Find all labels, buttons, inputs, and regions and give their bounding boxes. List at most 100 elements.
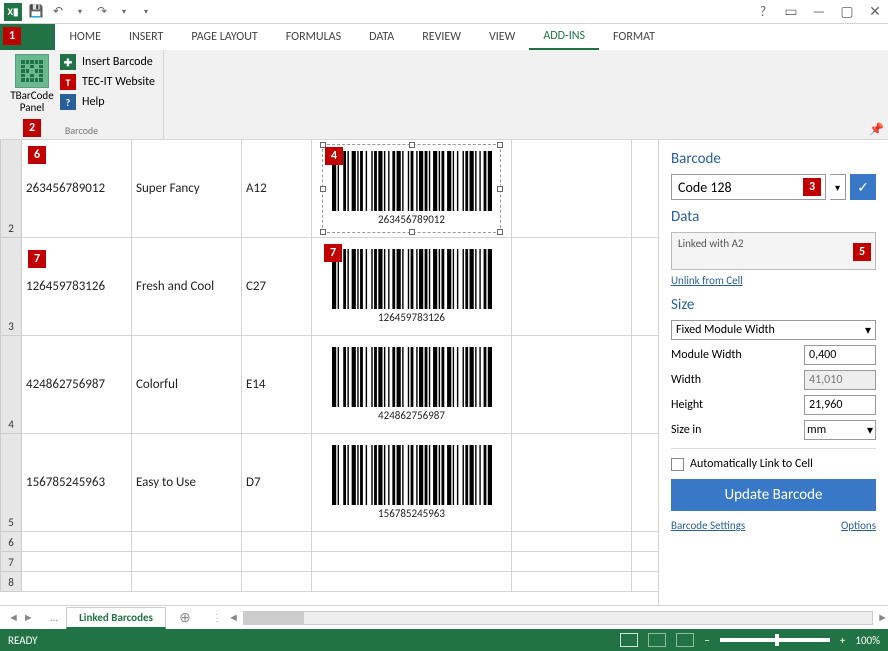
barcode-data-box[interactable]: Linked with A2 5 <box>671 232 876 270</box>
table-row: 156785245963Easy to UseD7156785245963 <box>22 434 658 532</box>
cell-b[interactable] <box>132 532 242 551</box>
cell-c[interactable] <box>242 552 312 571</box>
barcode-type-confirm-button[interactable]: ✓ <box>850 174 876 200</box>
cell-d[interactable] <box>312 532 512 551</box>
cell-c[interactable]: C27 <box>242 238 312 335</box>
barcode-type-dropdown-icon[interactable]: ▾ <box>830 174 846 200</box>
unlink-from-cell-link[interactable]: Unlink from Cell <box>671 274 743 287</box>
row-header[interactable]: 7 <box>0 552 22 572</box>
insert-tab[interactable]: INSERT <box>115 24 177 50</box>
barcode-settings-link[interactable]: Barcode Settings <box>671 519 745 532</box>
normal-view-button[interactable] <box>620 633 638 647</box>
addins-tab[interactable]: ADD-INS <box>529 24 599 50</box>
help-item-button[interactable]: ? Help <box>60 94 155 110</box>
cell-e[interactable] <box>512 336 632 433</box>
page-layout-view-button[interactable] <box>648 633 666 647</box>
cell-e[interactable] <box>512 552 632 571</box>
module-width-input[interactable] <box>804 345 876 365</box>
cell-a[interactable] <box>22 572 132 591</box>
tbarcode-panel-label: TBarCode Panel <box>8 90 56 114</box>
update-barcode-button[interactable]: Update Barcode <box>671 479 876 511</box>
view-tab[interactable]: VIEW <box>475 24 529 50</box>
cell-barcode[interactable]: 1264597831267 <box>312 238 512 335</box>
barcode-type-select[interactable]: Code 128 3 <box>671 174 826 200</box>
add-sheet-button[interactable]: ⊕ <box>174 607 196 629</box>
ribbon-display-options-button[interactable]: ▭ <box>782 3 800 20</box>
cell-e[interactable] <box>512 238 632 335</box>
data-tab[interactable]: DATA <box>355 24 408 50</box>
cell-barcode[interactable]: 424862756987 <box>312 336 512 433</box>
zoom-slider[interactable] <box>720 638 830 642</box>
zoom-in-button[interactable]: + <box>840 634 845 647</box>
auto-link-checkbox[interactable]: Automatically Link to Cell <box>671 457 876 471</box>
home-tab[interactable]: HOME <box>55 24 115 50</box>
row-header[interactable]: 8 <box>0 572 22 592</box>
options-link[interactable]: Options <box>841 519 876 532</box>
table-row <box>22 532 658 552</box>
format-tab[interactable]: FORMAT <box>599 24 669 50</box>
cell-e[interactable] <box>512 434 632 531</box>
barcode-object[interactable]: 2634567890124 <box>322 144 501 233</box>
spreadsheet[interactable]: 2345678 263456789012 Super FancyA12263456… <box>0 140 658 605</box>
marker-3: 3 <box>803 178 821 196</box>
barcode-label: 263456789012 <box>378 213 445 226</box>
cell-barcode[interactable]: 2634567890124 <box>312 140 512 237</box>
row-header[interactable]: 6 <box>0 532 22 552</box>
cell-a[interactable] <box>22 532 132 551</box>
cell-d[interactable] <box>312 572 512 591</box>
cell-a[interactable]: 424862756987 <box>22 336 132 433</box>
row-headers: 2345678 <box>0 140 22 592</box>
cell-c[interactable]: A12 <box>242 140 312 237</box>
cell-b[interactable]: Super Fancy <box>132 140 242 237</box>
height-input[interactable] <box>804 395 876 415</box>
collapse-ribbon-icon[interactable]: 📌 <box>869 122 884 137</box>
close-button[interactable]: ✕ <box>866 3 884 20</box>
cell-d[interactable] <box>312 552 512 571</box>
cell-b[interactable]: Easy to Use <box>132 434 242 531</box>
row-header[interactable]: 5 <box>0 434 22 532</box>
barcode-object[interactable]: 156785245963 <box>322 438 501 527</box>
row-header[interactable]: 2 <box>0 140 22 238</box>
qat-customize-icon[interactable]: ▾ <box>138 4 154 20</box>
size-in-select[interactable]: mm▾ <box>804 420 876 440</box>
undo-icon[interactable]: ↶ <box>50 4 66 20</box>
formulas-tab[interactable]: FORMULAS <box>272 24 355 50</box>
review-tab[interactable]: REVIEW <box>408 24 475 50</box>
save-icon[interactable]: 💾 <box>28 4 44 20</box>
cell-e[interactable] <box>512 572 632 591</box>
cell-b[interactable]: Fresh and Cool <box>132 238 242 335</box>
sheet-tab-dots[interactable]: ... <box>42 611 66 624</box>
horizontal-scrollbar[interactable] <box>243 611 873 625</box>
page-layout-tab[interactable]: PAGE LAYOUT <box>177 24 271 50</box>
cell-c[interactable]: E14 <box>242 336 312 433</box>
barcode-object[interactable]: 424862756987 <box>322 340 501 429</box>
zoom-out-button[interactable]: − <box>704 634 709 647</box>
page-break-view-button[interactable] <box>676 633 694 647</box>
row-header[interactable]: 3 <box>0 238 22 336</box>
insert-barcode-button[interactable]: ✚ Insert Barcode <box>60 54 155 70</box>
cell-c[interactable] <box>242 532 312 551</box>
cell-a[interactable]: 156785245963 <box>22 434 132 531</box>
cell-c[interactable]: D7 <box>242 434 312 531</box>
size-mode-select[interactable]: Fixed Module Width▾ <box>671 320 876 340</box>
redo-dd-icon[interactable]: ▾ <box>116 4 132 20</box>
row-header[interactable]: 4 <box>0 336 22 434</box>
cell-b[interactable] <box>132 552 242 571</box>
barcode-object[interactable]: 1264597831267 <box>322 242 501 331</box>
sheet-tab-active[interactable]: Linked Barcodes <box>66 607 166 629</box>
tecit-website-button[interactable]: T TEC-IT Website <box>60 74 155 90</box>
cell-a[interactable] <box>22 552 132 571</box>
help-button[interactable]: ? <box>754 3 772 20</box>
cell-b[interactable]: Colorful <box>132 336 242 433</box>
redo-icon[interactable]: ↷ <box>94 4 110 20</box>
file-tab[interactable]: FILE 1 <box>0 24 55 50</box>
cell-barcode[interactable]: 156785245963 <box>312 434 512 531</box>
cell-c[interactable] <box>242 572 312 591</box>
minimize-button[interactable]: — <box>810 3 828 20</box>
maximize-button[interactable]: ▢ <box>838 3 856 20</box>
cell-e[interactable] <box>512 532 632 551</box>
undo-dd-icon[interactable]: ▾ <box>72 4 88 20</box>
sheet-nav-arrows[interactable]: ◄► <box>0 611 42 624</box>
cell-e[interactable] <box>512 140 632 237</box>
cell-b[interactable] <box>132 572 242 591</box>
